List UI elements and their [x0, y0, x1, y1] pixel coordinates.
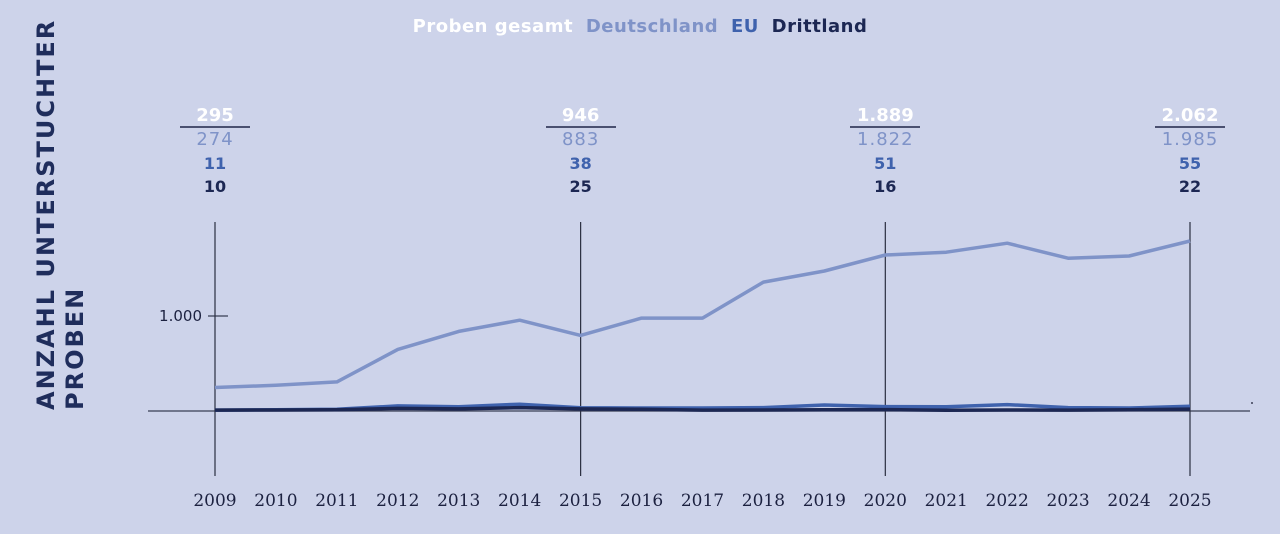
annotation-total: 295	[196, 105, 234, 126]
annotation-deutschland: 1.985	[1161, 129, 1219, 150]
series-line-dritt	[214, 405, 1191, 413]
annotation-separator	[545, 126, 616, 128]
annotation-2009: 295 274 11 10	[165, 106, 265, 198]
series-line-eu	[214, 402, 1191, 412]
annotation-2015: 946 883 38 25	[531, 106, 631, 198]
annotation-deutschland: 1.822	[857, 129, 914, 150]
x-tick-label: 2025	[1168, 491, 1211, 511]
axis-end-dot	[1251, 402, 1253, 404]
annotation-drittland: 25	[569, 177, 592, 196]
annotation-eu: 55	[1178, 154, 1202, 173]
legend-eu: EU	[730, 16, 759, 37]
x-tick-label: 2012	[376, 491, 419, 511]
annotation-deutschland: 274	[196, 129, 234, 150]
annotation-2025: 2.062 1.985 55 22	[1140, 106, 1240, 198]
x-tick-label: 2022	[986, 491, 1029, 511]
annotation-2020: 1.889 1.822 51 16	[835, 106, 935, 198]
annotation-total: 2.062	[1161, 105, 1219, 126]
x-tick-label: 2013	[437, 491, 480, 511]
x-tick-label: 2023	[1046, 491, 1089, 511]
series-line-de	[214, 239, 1191, 390]
annotation-eu: 11	[203, 154, 227, 173]
x-tick-label: 2009	[193, 491, 236, 511]
x-tick-label: 2014	[498, 491, 541, 511]
annotation-separator	[180, 126, 250, 128]
annotation-drittland: 16	[874, 177, 897, 196]
x-tick-label: 2021	[925, 491, 968, 511]
x-tick-label: 2016	[620, 491, 663, 511]
annotation-deutschland: 883	[561, 129, 600, 150]
x-tick-label: 2024	[1107, 491, 1150, 511]
x-tick-label: 2017	[681, 491, 724, 511]
annotation-total: 1.889	[856, 105, 914, 126]
annotation-eu: 38	[569, 154, 592, 173]
legend-total: Proben gesamt	[412, 16, 574, 37]
legend: Proben gesamt Deutschland EU Drittland	[0, 16, 1280, 37]
x-tick-label: 2010	[254, 491, 297, 511]
legend-deutschland: Deutschland	[585, 16, 719, 37]
y-tick-label: 1.000	[159, 307, 202, 325]
x-tick-label: 2018	[742, 491, 785, 511]
annotation-drittland: 22	[1178, 177, 1202, 196]
legend-drittland: Drittland	[771, 16, 868, 37]
annotation-drittland: 10	[203, 177, 227, 196]
annotation-separator	[850, 126, 921, 128]
x-tick-label: 2020	[864, 491, 907, 511]
x-tick-label: 2015	[559, 491, 602, 511]
x-tick-label: 2019	[803, 491, 846, 511]
annotation-separator	[1155, 126, 1225, 128]
x-tick-label: 2011	[315, 491, 358, 511]
annotation-eu: 51	[874, 154, 897, 173]
annotation-total: 946	[561, 105, 600, 126]
